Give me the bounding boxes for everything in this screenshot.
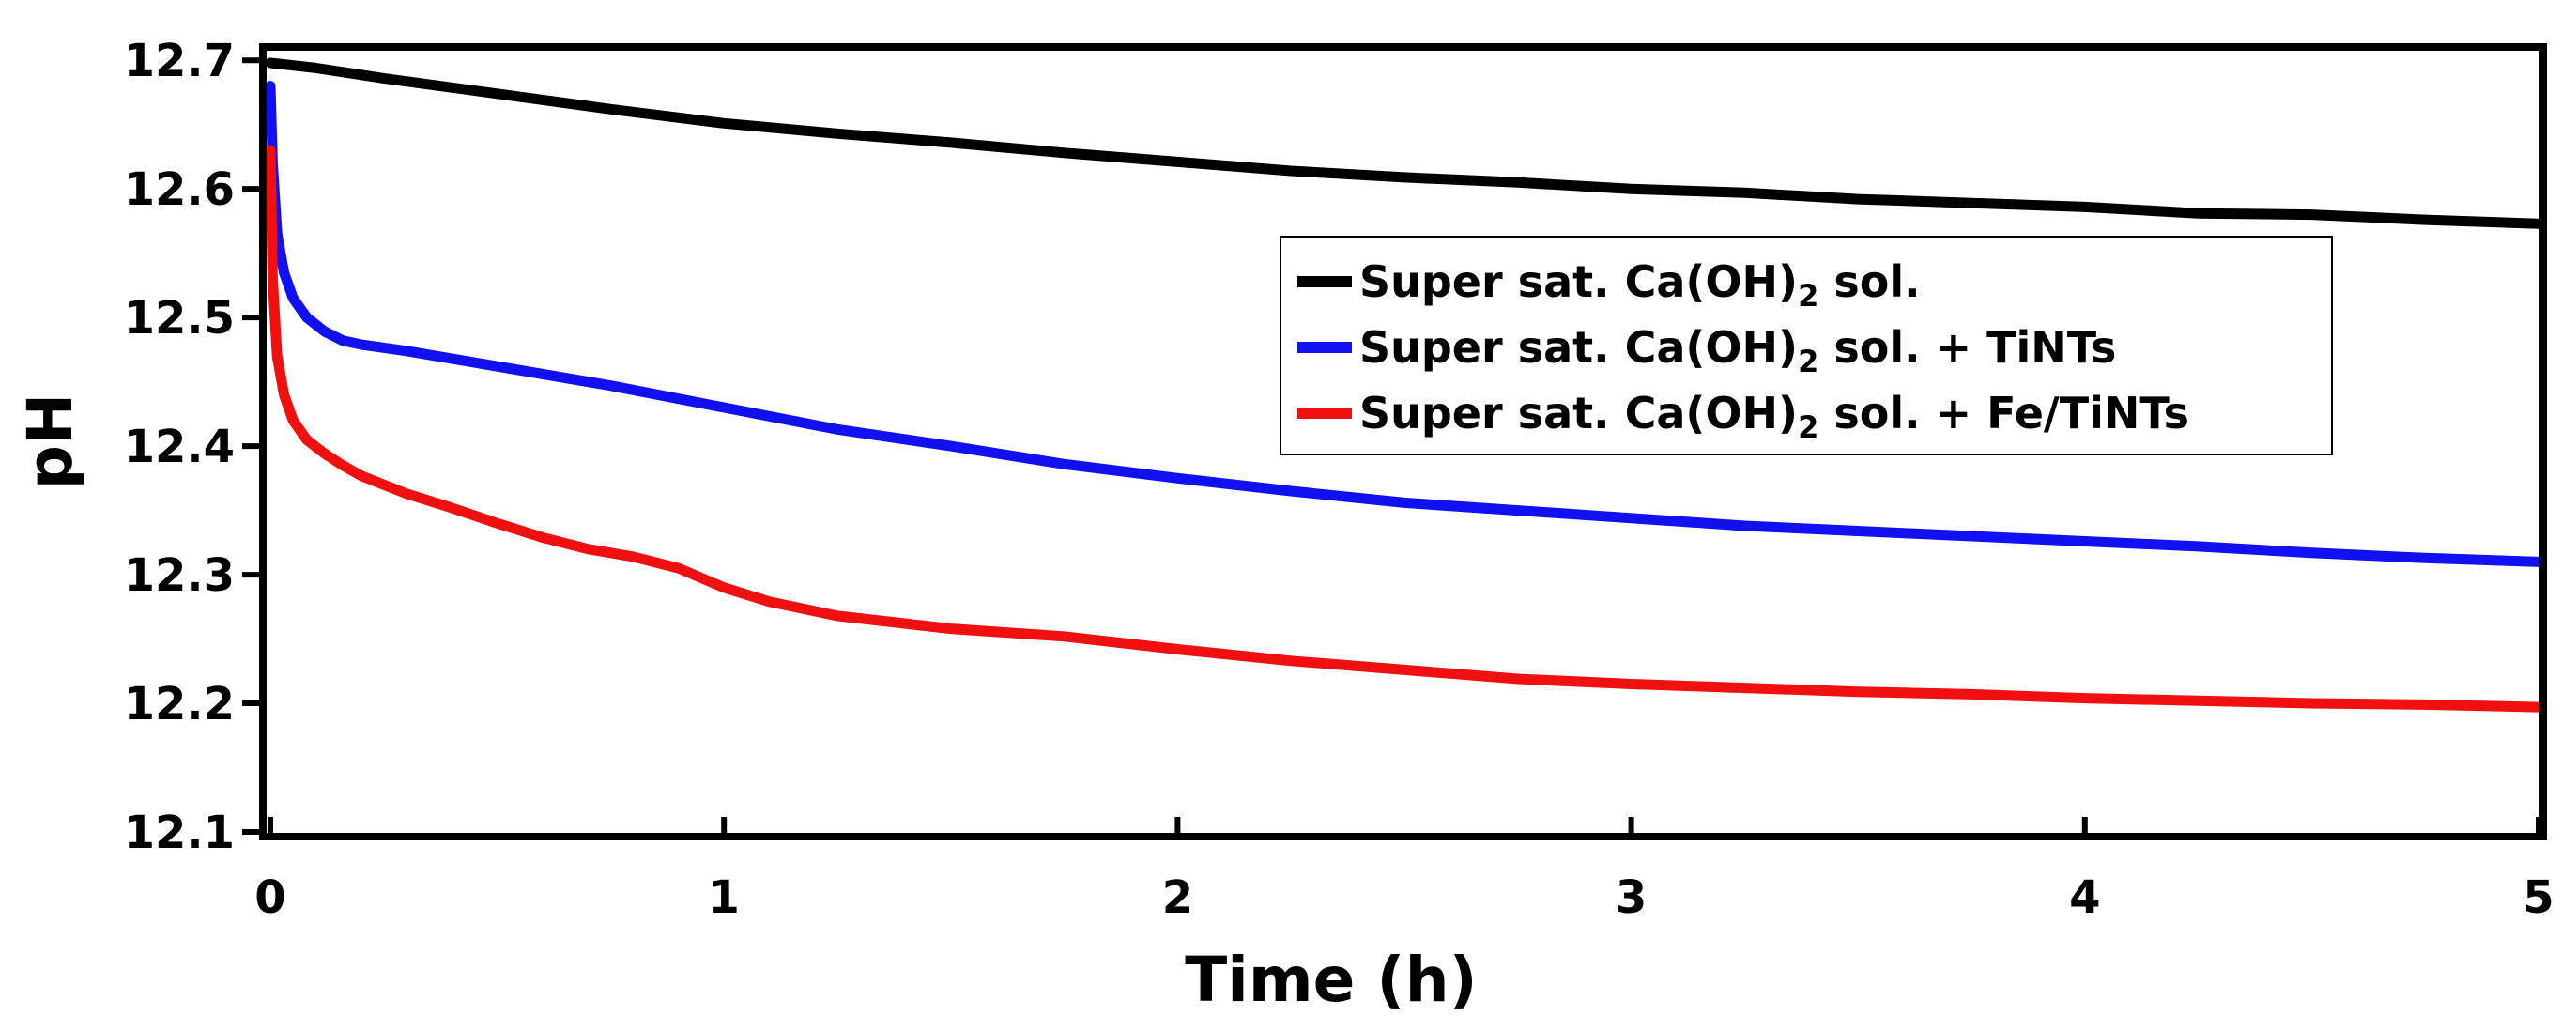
y-tick-label: 12.7	[124, 35, 235, 87]
series-line-0	[265, 57, 2544, 229]
y-tick-label: 12.4	[124, 421, 235, 473]
y-tick-label: 12.5	[124, 292, 235, 345]
x-tick-label: 4	[2069, 871, 2100, 924]
y-tick-label: 12.1	[124, 807, 235, 859]
plot-frame	[259, 43, 2547, 840]
legend: Super sat. Ca(OH)2 sol. Super sat. Ca(OH)…	[1280, 236, 2333, 455]
y-axis-ticks: 12.1 12.2 12.3 12.4 12.5 12.6 12.7	[124, 35, 263, 859]
legend-box	[1280, 236, 2333, 455]
legend-label-0: Super sat. Ca(OH)2 sol.	[1359, 256, 1921, 314]
series-line-1	[265, 81, 2544, 567]
x-tick-label: 5	[2522, 871, 2553, 924]
x-tick-label: 0	[254, 871, 285, 924]
x-tick-label: 3	[1616, 871, 1647, 924]
series-line-2	[265, 145, 2544, 713]
y-tick-label: 12.3	[124, 549, 235, 602]
y-tick-label: 12.2	[124, 678, 235, 731]
x-axis-ticks: 0 1 2 3 4 5	[254, 817, 2554, 924]
x-tick-label: 1	[708, 871, 739, 924]
x-tick-label: 2	[1162, 871, 1193, 924]
legend-label-2: Super sat. Ca(OH)2 sol. + Fe/TiNTs	[1359, 388, 2189, 445]
x-axis-title: Time (h)	[1185, 944, 1477, 1016]
y-axis-title: pH	[14, 393, 86, 489]
y-tick-label: 12.6	[124, 163, 235, 216]
series-lines	[265, 57, 2544, 713]
legend-label-1: Super sat. Ca(OH)2 sol. + TiNTs	[1359, 322, 2116, 379]
